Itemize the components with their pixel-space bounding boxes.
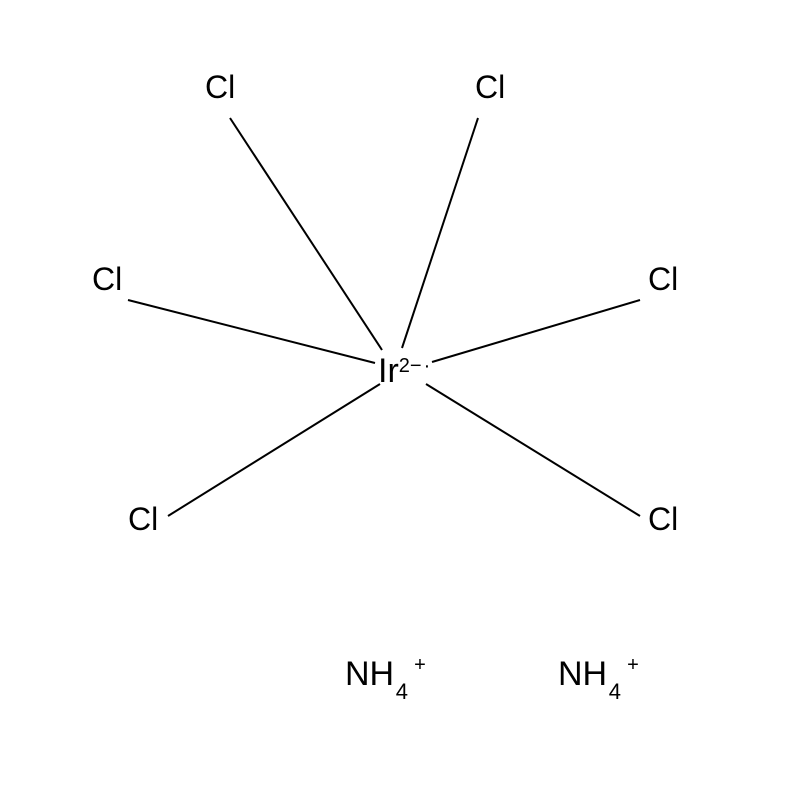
ligand-label-5: Cl	[648, 501, 678, 537]
ligand-label-3: Cl	[648, 261, 678, 297]
ligand-label-2: Cl	[92, 261, 122, 297]
chemical-structure-diagram: ClClClClClClIr2−·NH+4NH+4	[0, 0, 800, 800]
ligand-label-4: Cl	[128, 501, 158, 537]
ligand-label-0: Cl	[205, 69, 235, 105]
ligand-label-1: Cl	[475, 69, 505, 105]
